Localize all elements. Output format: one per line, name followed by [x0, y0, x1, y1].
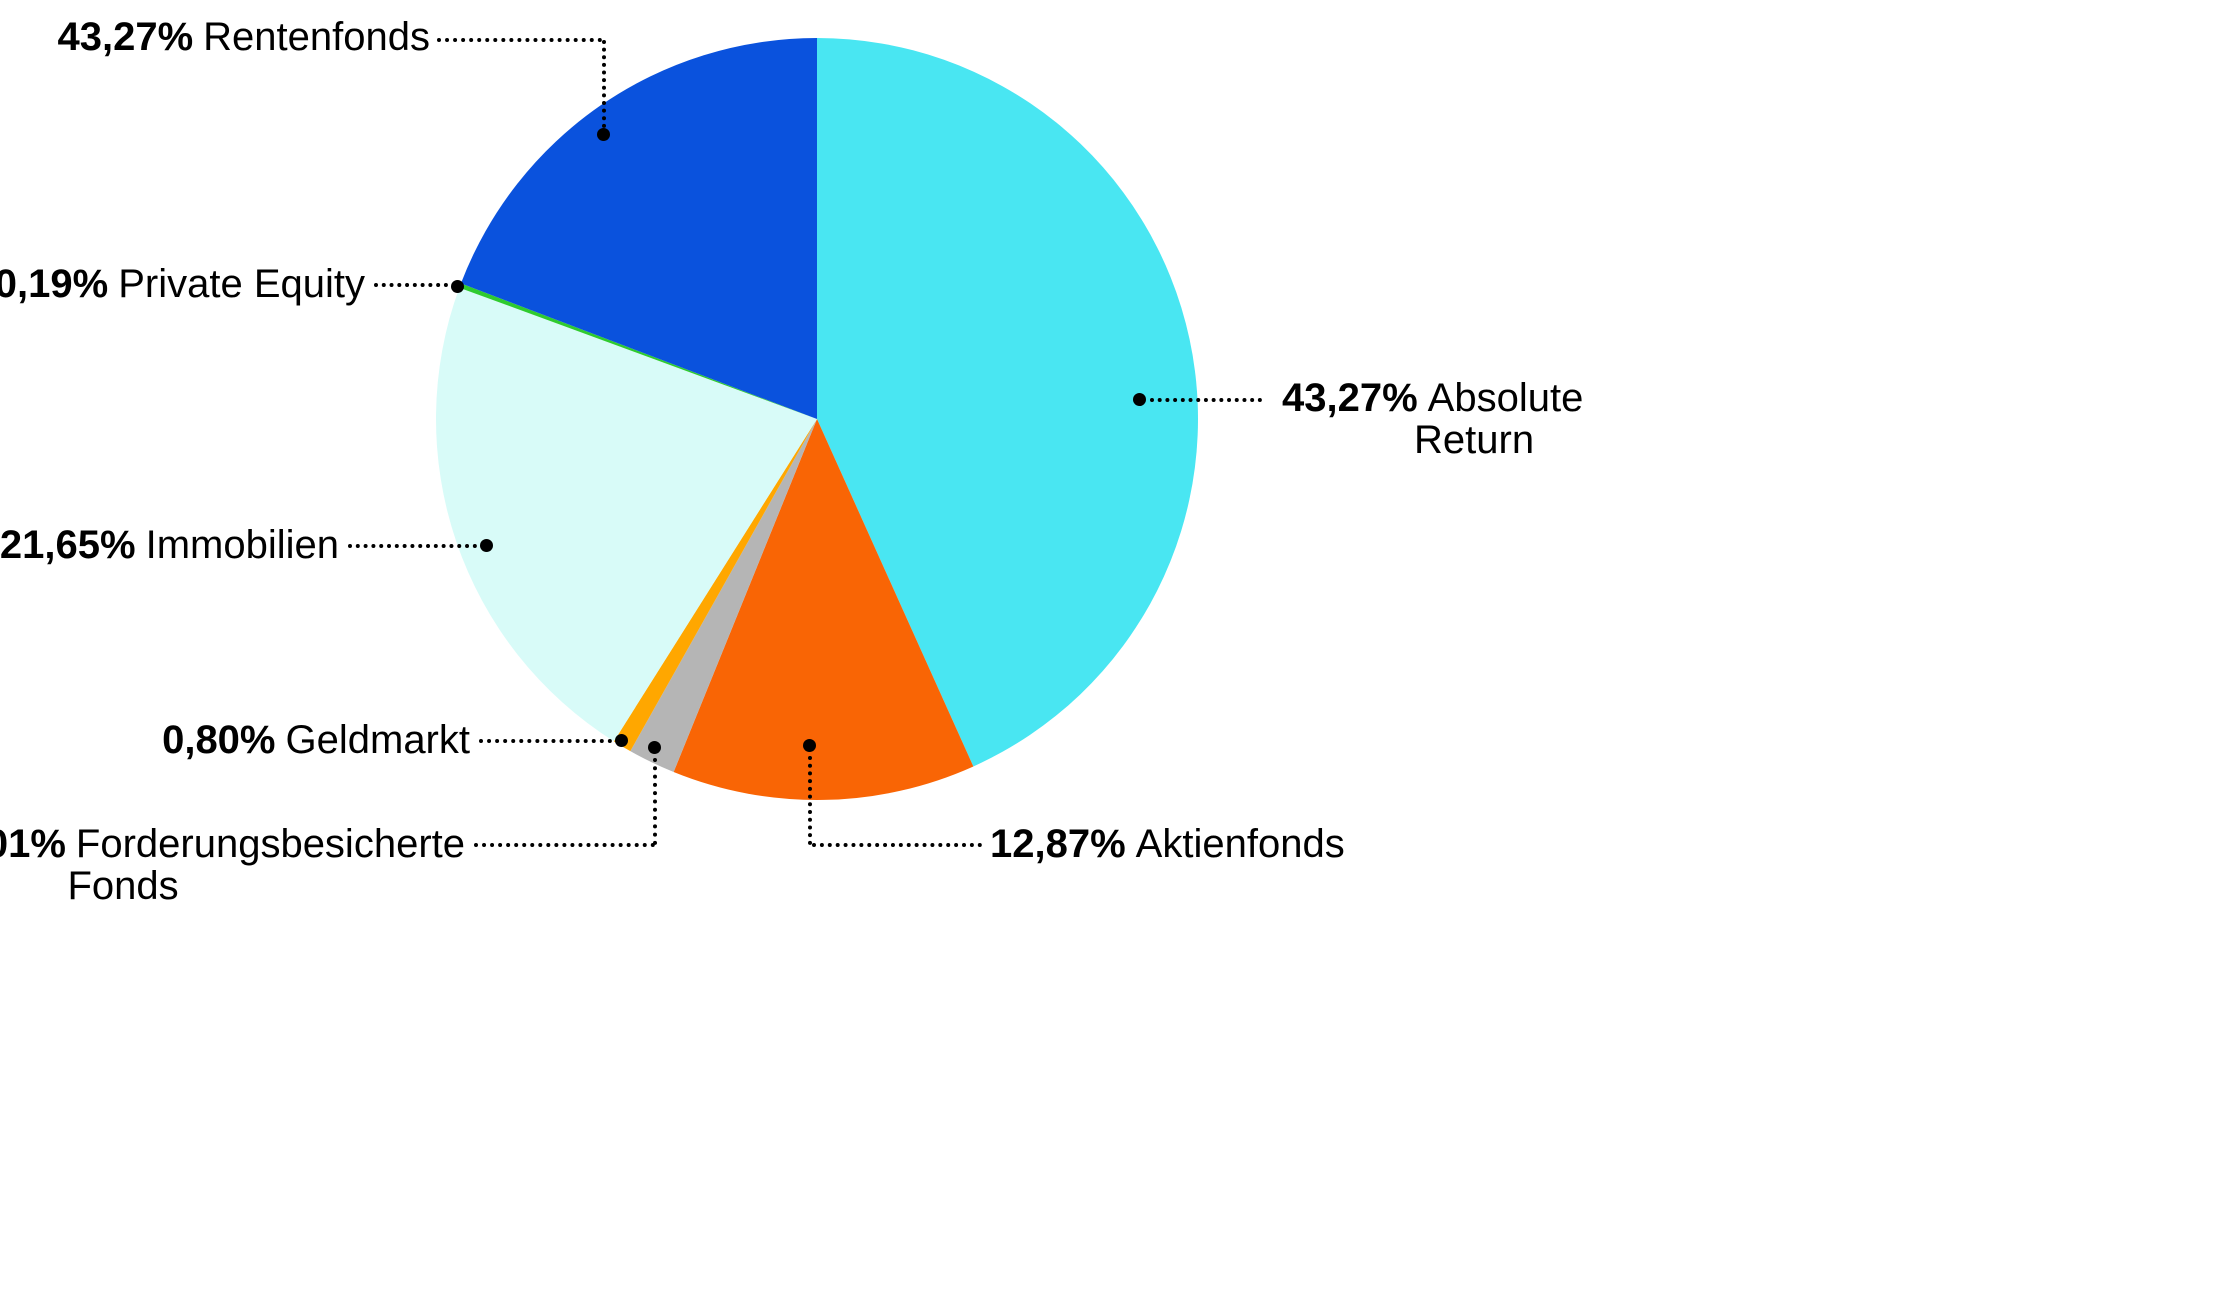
leader-line-absolute-return — [1150, 398, 1262, 402]
leader-dot-immobilien — [480, 539, 493, 552]
leader-line-rentenfonds-horizontal — [437, 38, 602, 42]
callout-geldmarkt: 0,80% Geldmarkt — [162, 719, 470, 761]
pie-slice-geldmarkt — [613, 419, 817, 752]
callout-rentenfonds-pct: 43,27% — [57, 15, 194, 59]
callout-geldmarkt-name: Geldmarkt — [285, 718, 471, 762]
leader-dot-geldmarkt — [615, 734, 628, 747]
pie-slice-rentenfonds — [460, 38, 817, 419]
callout-forderungsbesicherte-fonds: 2,01%Forderungsbesicherte Fonds — [0, 823, 465, 907]
callout-forderungsbesicherte-name: Forderungsbesicherte — [75, 822, 465, 866]
callout-aktienfonds: 12,87% Aktienfonds — [990, 823, 1345, 865]
leader-dot-rentenfonds — [597, 128, 610, 141]
leader-line-aktienfonds-vertical — [808, 756, 812, 845]
callout-aktienfonds-pct: 12,87% — [990, 822, 1126, 866]
callout-private-equity: 0,19% Private Equity — [0, 263, 365, 305]
callout-geldmarkt-pct: 0,80% — [162, 718, 276, 762]
callout-rentenfonds-name: Rentenfonds — [203, 15, 430, 59]
callout-immobilien: 21,65% Immobilien — [0, 524, 339, 566]
leader-line-forderungsbesicherte-vertical — [653, 758, 657, 845]
callout-absolute-return-name: Absolute — [1427, 376, 1584, 420]
leader-dot-private-equity — [451, 280, 464, 293]
callout-rentenfonds: 43,27% Rentenfonds — [57, 16, 430, 58]
callout-private-equity-name: Private Equity — [118, 262, 365, 306]
callout-private-equity-pct: 0,19% — [0, 262, 109, 306]
pie-slice-immobilien — [436, 287, 817, 742]
leader-dot-aktienfonds — [803, 739, 816, 752]
pie-slice-forderungsbesicherte — [630, 419, 817, 772]
callout-aktienfonds-name: Aktienfonds — [1135, 822, 1345, 866]
callout-forderungsbesicherte-pct: 2,01% — [0, 822, 66, 866]
leader-line-forderungsbesicherte-horizontal — [474, 843, 655, 847]
callout-forderungsbesicherte-name-line2: Fonds — [67, 864, 179, 908]
leader-line-rentenfonds-vertical — [602, 40, 606, 128]
callout-immobilien-pct: 21,65% — [0, 523, 136, 567]
pie-slice-aktienfonds — [673, 419, 974, 800]
pie-slice-private-equity — [459, 283, 817, 419]
callout-absolute-return-name-line2: Return — [1414, 418, 1535, 462]
leader-line-aktienfonds-horizontal — [812, 843, 982, 847]
leader-line-geldmarkt — [479, 739, 612, 743]
leader-dot-absolute-return — [1133, 393, 1146, 406]
callout-absolute-return-pct: 43,27% — [1282, 376, 1418, 420]
pie-slice-absolute-return — [817, 38, 1198, 767]
leader-dot-forderungsbesicherte — [648, 741, 661, 754]
leader-line-private-equity — [374, 283, 448, 287]
callout-absolute-return: 43,27% Absolute Return — [1282, 377, 1583, 461]
callout-immobilien-name: Immobilien — [145, 523, 339, 567]
leader-line-immobilien — [348, 544, 477, 548]
